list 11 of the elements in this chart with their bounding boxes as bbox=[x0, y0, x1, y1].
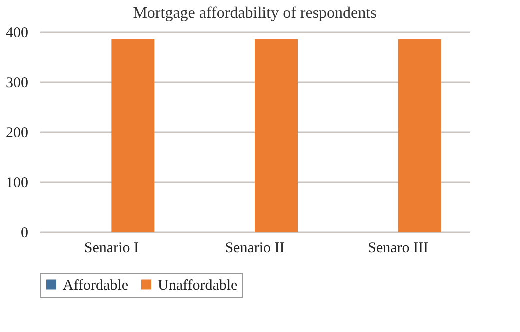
y-tick-label: 200 bbox=[6, 126, 28, 142]
x-tick-label: Senaro III bbox=[368, 240, 429, 256]
x-tick-label: Senario I bbox=[84, 240, 139, 256]
y-tick-label: 300 bbox=[6, 76, 28, 92]
x-tick-label: Senario II bbox=[225, 240, 285, 256]
y-tick-label: 400 bbox=[6, 26, 28, 42]
legend-label: Unaffordable bbox=[158, 278, 238, 294]
y-tick-label: 100 bbox=[6, 176, 28, 192]
chart-title: Mortgage affordability of respondents bbox=[133, 5, 377, 22]
legend-label: Affordable bbox=[63, 278, 129, 294]
y-tick-label: 0 bbox=[21, 226, 28, 242]
